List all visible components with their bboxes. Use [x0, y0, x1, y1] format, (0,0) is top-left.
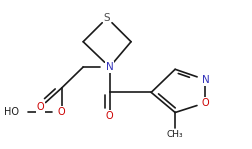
Text: O: O [58, 107, 66, 117]
Text: S: S [104, 13, 110, 23]
Text: HO: HO [4, 107, 19, 117]
Text: N: N [106, 62, 113, 72]
Text: O: O [202, 98, 209, 108]
Text: O: O [106, 111, 113, 121]
Text: O: O [37, 102, 44, 112]
Text: N: N [202, 75, 209, 85]
Text: CH₃: CH₃ [167, 130, 183, 139]
